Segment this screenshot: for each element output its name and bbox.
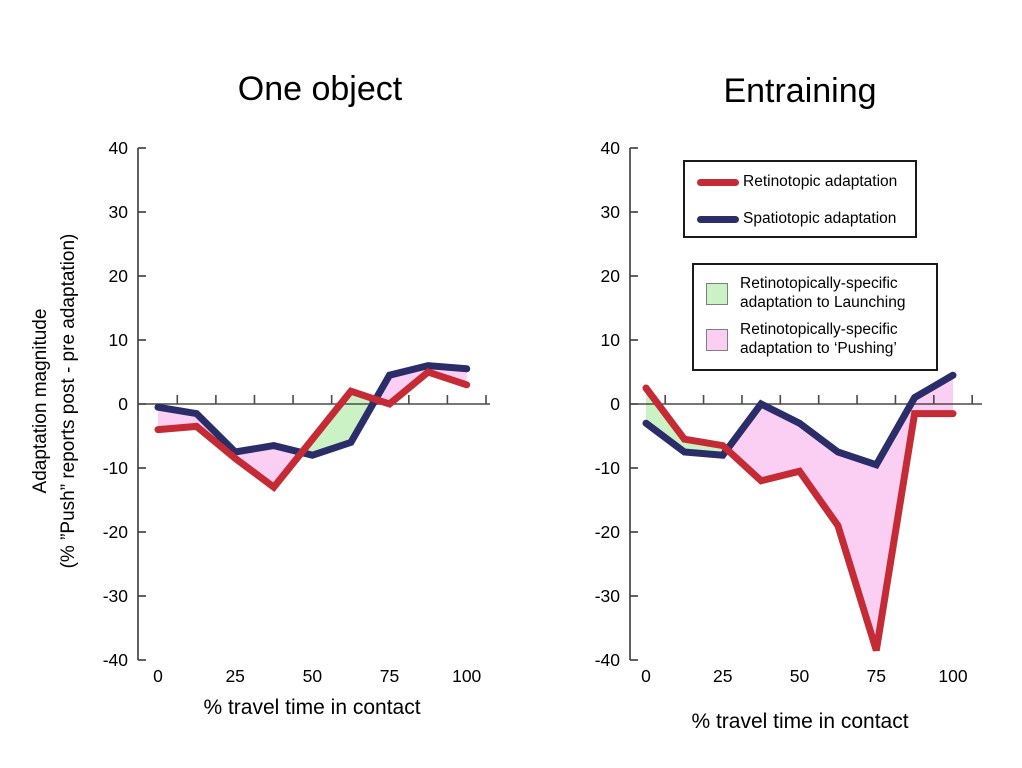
y-axis-title-line1: Adaptation magnitude xyxy=(30,308,51,494)
y-axis-title: Adaptation magnitude (% ”Push” reports p… xyxy=(27,141,85,661)
y-tick-label-left: 30 xyxy=(109,202,129,222)
launching-fill-label: Retinotopically-specific adaptation to L… xyxy=(740,275,906,311)
y-tick-label-right: -20 xyxy=(595,522,621,542)
y-tick-label-right: 30 xyxy=(601,202,621,222)
spatiotopic-curve-left xyxy=(154,362,471,459)
pushing-fill-region-right xyxy=(727,375,953,651)
fill-legend: Retinotopically-specific adaptation to L… xyxy=(692,263,938,371)
spatiotopic-line-swatch xyxy=(697,215,739,223)
retinotopic-legend-label: Retinotopic adaptation xyxy=(743,173,898,190)
y-tick-label-right: 10 xyxy=(601,330,621,350)
x-tick-label-right: 25 xyxy=(713,666,732,686)
y-tick-label-left: -30 xyxy=(103,586,129,606)
x-tick-label-left: 25 xyxy=(225,666,244,686)
legend-item-spatiotopic: Spatiotopic adaptation xyxy=(697,210,907,228)
x-tick-label-right: 50 xyxy=(790,666,810,686)
spatiotopic-curve-right xyxy=(642,371,957,470)
panel-title-entraining: Entraining xyxy=(723,72,877,110)
legend-item-retinotopic: Retinotopic adaptation xyxy=(697,173,907,191)
x-axis-title-left: % travel time in contact xyxy=(203,696,421,719)
y-tick-label-right: 0 xyxy=(610,394,620,414)
launching-fill-region-left xyxy=(301,391,376,456)
x-tick-label-right: 0 xyxy=(641,666,651,686)
y-tick-label-right: -40 xyxy=(595,650,621,670)
legend-item-pushing-fill: Retinotopically-specific adaptation to ‘… xyxy=(706,321,930,359)
y-tick-label-left: 40 xyxy=(109,138,129,158)
x-tick-label-left: 75 xyxy=(380,666,399,686)
pushing-fill-swatch xyxy=(706,329,728,352)
y-tick-label-left: 20 xyxy=(109,266,129,286)
y-tick-label-right: 40 xyxy=(601,138,621,158)
y-tick-label-right: -10 xyxy=(595,458,621,478)
spatiotopic-legend-label: Spatiotopic adaptation xyxy=(743,210,897,227)
y-tick-label-left: -10 xyxy=(103,458,129,478)
panel-title-one-object: One object xyxy=(237,70,403,108)
y-axis-title-line2: (% ”Push” reports post - pre adaptation) xyxy=(57,233,79,569)
y-tick-label-left: -40 xyxy=(103,650,129,670)
line-legend: Retinotopic adaptation Spatiotopic adapt… xyxy=(683,160,917,238)
y-tick-label-right: 20 xyxy=(601,266,621,286)
x-tick-label-left: 50 xyxy=(303,666,323,686)
retinotopic-curve-left xyxy=(154,368,471,493)
y-tick-label-left: -20 xyxy=(103,522,129,542)
x-tick-label-left: 100 xyxy=(452,666,481,686)
x-tick-label-right: 75 xyxy=(867,666,886,686)
pushing-fill-label: Retinotopically-specific adaptation to ‘… xyxy=(740,321,898,358)
y-tick-label-left: 10 xyxy=(109,330,129,350)
y-tick-label-left: 0 xyxy=(118,394,128,414)
y-tick-label-right: -30 xyxy=(595,586,621,606)
retinotopic-line-swatch xyxy=(697,178,739,186)
pushing-fill-region-left xyxy=(375,365,467,404)
x-axis-title-right: % travel time in contact xyxy=(691,710,909,733)
retinotopic-curve-right xyxy=(642,384,957,652)
x-tick-label-right: 100 xyxy=(938,666,967,686)
legend-item-launching-fill: Retinotopically-specific adaptation to L… xyxy=(706,275,930,313)
launching-fill-swatch xyxy=(706,282,728,305)
x-tick-label-left: 0 xyxy=(153,666,163,686)
